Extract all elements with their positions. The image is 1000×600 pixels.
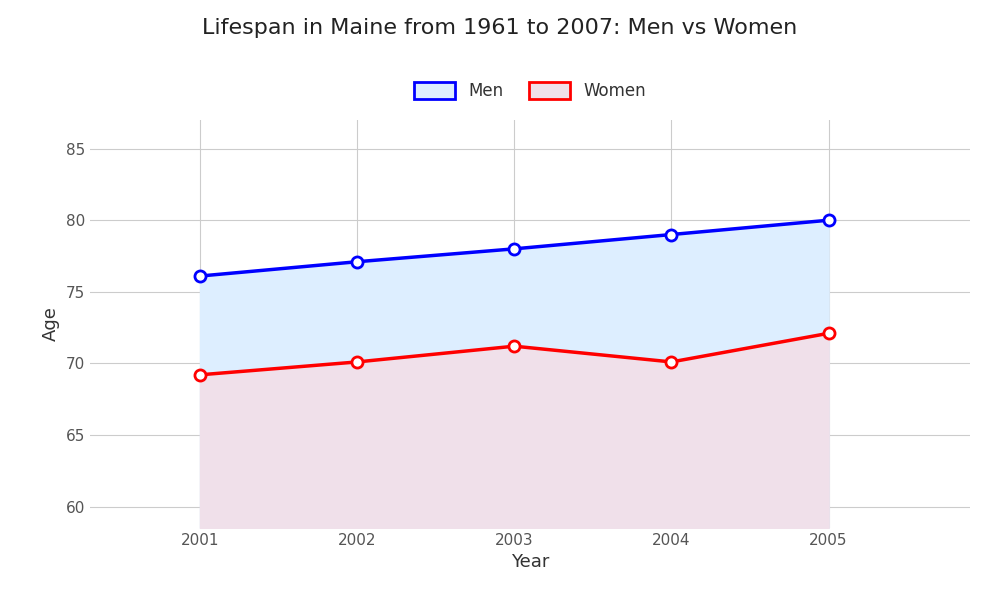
X-axis label: Year: Year [511, 553, 549, 571]
Y-axis label: Age: Age [42, 307, 60, 341]
Legend: Men, Women: Men, Women [407, 75, 653, 107]
Text: Lifespan in Maine from 1961 to 2007: Men vs Women: Lifespan in Maine from 1961 to 2007: Men… [202, 18, 798, 38]
